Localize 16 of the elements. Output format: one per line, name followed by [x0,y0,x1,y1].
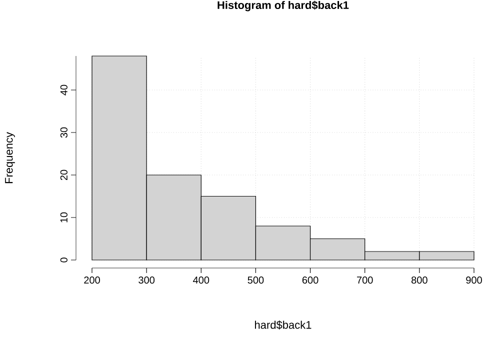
y-tick-label: 10 [60,212,68,222]
y-axis-title: Frequency [5,132,15,184]
x-tick-label: 900 [466,276,482,284]
x-tick-label: 500 [248,276,264,284]
chart-title: Histogram of hard$back1 [218,0,349,12]
x-tick-label: 800 [412,276,428,284]
y-tick-label: 40 [60,84,68,96]
x-tick-label: 300 [138,276,155,284]
x-tick-label: 200 [84,276,100,284]
y-tick-label: 20 [60,170,68,180]
y-tick-label: 30 [60,127,68,138]
x-axis-title: hard$back1 [255,320,312,330]
x-tick-label: 400 [193,276,210,284]
y-tick-label: 0 [60,258,68,262]
x-tick-label: 600 [302,276,318,284]
x-tick-label: 700 [357,276,373,284]
